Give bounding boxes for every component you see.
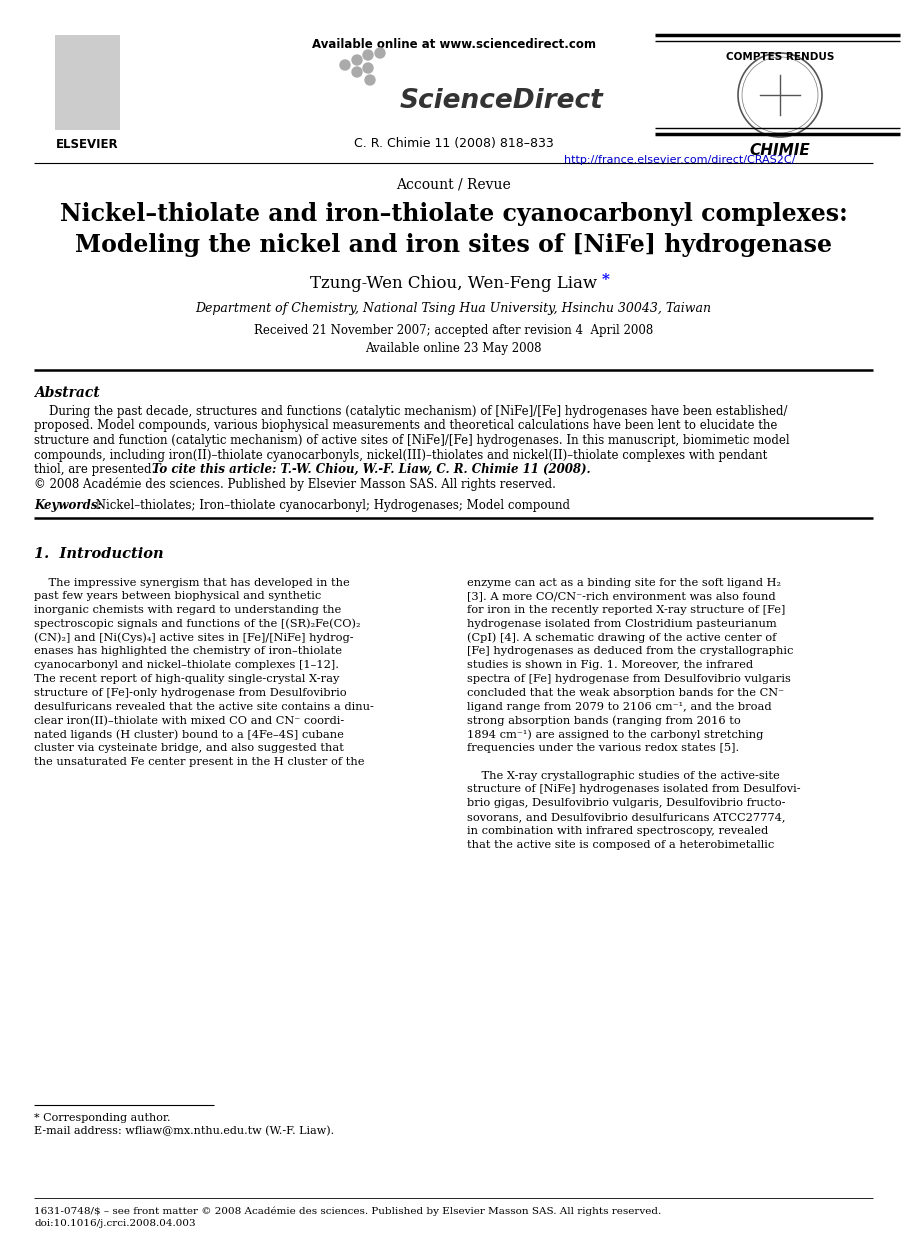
Text: strong absorption bands (ranging from 2016 to: strong absorption bands (ranging from 20… <box>467 716 741 725</box>
Text: 1.  Introduction: 1. Introduction <box>34 547 164 562</box>
Text: past few years between biophysical and synthetic: past few years between biophysical and s… <box>34 592 322 602</box>
Text: Abstract: Abstract <box>34 386 100 400</box>
Text: The recent report of high-quality single-crystal X-ray: The recent report of high-quality single… <box>34 675 340 685</box>
Text: (CpI) [4]. A schematic drawing of the active center of: (CpI) [4]. A schematic drawing of the ac… <box>467 633 776 644</box>
Text: Nickel–thiolate and iron–thiolate cyanocarbonyl complexes:: Nickel–thiolate and iron–thiolate cyanoc… <box>60 202 847 227</box>
Text: The X-ray crystallographic studies of the active-site: The X-ray crystallographic studies of th… <box>467 771 780 781</box>
Text: hydrogenase isolated from Clostridium pasteurianum: hydrogenase isolated from Clostridium pa… <box>467 619 776 629</box>
Bar <box>55 35 120 130</box>
Text: cyanocarbonyl and nickel–thiolate complexes [1–12].: cyanocarbonyl and nickel–thiolate comple… <box>34 660 339 670</box>
Text: Modeling the nickel and iron sites of [NiFe] hydrogenase: Modeling the nickel and iron sites of [N… <box>75 233 832 258</box>
Text: studies is shown in Fig. 1. Moreover, the infrared: studies is shown in Fig. 1. Moreover, th… <box>467 660 753 670</box>
Text: During the past decade, structures and functions (catalytic mechanism) of [NiFe]: During the past decade, structures and f… <box>34 405 788 418</box>
Circle shape <box>365 76 375 85</box>
Text: 1894 cm⁻¹) are assigned to the carbonyl stretching: 1894 cm⁻¹) are assigned to the carbonyl … <box>467 729 764 740</box>
Text: proposed. Model compounds, various biophysical measurements and theoretical calc: proposed. Model compounds, various bioph… <box>34 420 778 432</box>
Circle shape <box>375 48 385 58</box>
Text: cluster via cysteinate bridge, and also suggested that: cluster via cysteinate bridge, and also … <box>34 743 345 753</box>
Text: *: * <box>601 274 610 287</box>
Text: in combination with infrared spectroscopy, revealed: in combination with infrared spectroscop… <box>467 826 768 836</box>
Text: enzyme can act as a binding site for the soft ligand H₂: enzyme can act as a binding site for the… <box>467 577 781 588</box>
Text: Keywords:: Keywords: <box>34 499 102 513</box>
Text: ELSEVIER: ELSEVIER <box>55 137 118 151</box>
Text: 1631-0748/$ – see front matter © 2008 Académie des sciences. Published by Elsevi: 1631-0748/$ – see front matter © 2008 Ac… <box>34 1206 662 1216</box>
Text: Department of Chemistry, National Tsing Hua University, Hsinchu 30043, Taiwan: Department of Chemistry, National Tsing … <box>196 302 711 314</box>
Text: (CN)₂] and [Ni(Cys)₄] active sites in [Fe]/[NiFe] hydrog-: (CN)₂] and [Ni(Cys)₄] active sites in [F… <box>34 633 354 644</box>
Text: frequencies under the various redox states [5].: frequencies under the various redox stat… <box>467 743 739 753</box>
Text: * Corresponding author.: * Corresponding author. <box>34 1113 171 1123</box>
Text: spectroscopic signals and functions of the [(SR)₂Fe(CO)₂: spectroscopic signals and functions of t… <box>34 619 361 629</box>
Text: Account / Revue: Account / Revue <box>396 178 511 192</box>
Circle shape <box>352 67 362 77</box>
Circle shape <box>340 59 350 71</box>
Circle shape <box>352 54 362 66</box>
Text: http://france.elsevier.com/direct/CRAS2C/: http://france.elsevier.com/direct/CRAS2C… <box>564 155 795 165</box>
Text: structure of [NiFe] hydrogenases isolated from Desulfovi-: structure of [NiFe] hydrogenases isolate… <box>467 785 801 795</box>
Text: To cite this article: T.-W. Chiou, W.-F. Liaw, C. R. Chimie 11 (2008).: To cite this article: T.-W. Chiou, W.-F.… <box>152 463 591 475</box>
Text: © 2008 Académie des sciences. Published by Elsevier Masson SAS. All rights reser: © 2008 Académie des sciences. Published … <box>34 478 556 491</box>
Text: E-mail address: wfliaw@mx.nthu.edu.tw (W.-F. Liaw).: E-mail address: wfliaw@mx.nthu.edu.tw (W… <box>34 1127 335 1136</box>
Text: nated ligands (H cluster) bound to a [4Fe–4S] cubane: nated ligands (H cluster) bound to a [4F… <box>34 729 345 740</box>
Text: the unsaturated Fe center present in the H cluster of the: the unsaturated Fe center present in the… <box>34 756 365 766</box>
Text: sovorans, and Desulfovibrio desulfuricans ATCC27774,: sovorans, and Desulfovibrio desulfurican… <box>467 812 785 822</box>
Text: CHIMIE: CHIMIE <box>749 144 810 158</box>
Text: thiol, are presented.: thiol, are presented. <box>34 463 160 475</box>
Text: structure of [Fe]-only hydrogenase from Desulfovibrio: structure of [Fe]-only hydrogenase from … <box>34 688 347 698</box>
Text: ScienceDirect: ScienceDirect <box>400 88 604 114</box>
Text: clear iron(II)–thiolate with mixed CO and CN⁻ coordi-: clear iron(II)–thiolate with mixed CO an… <box>34 716 345 725</box>
Text: C. R. Chimie 11 (2008) 818–833: C. R. Chimie 11 (2008) 818–833 <box>354 137 553 150</box>
Text: COMPTES RENDUS: COMPTES RENDUS <box>726 52 834 62</box>
Text: enases has highlighted the chemistry of iron–thiolate: enases has highlighted the chemistry of … <box>34 646 343 656</box>
Circle shape <box>363 63 373 73</box>
Text: ligand range from 2079 to 2106 cm⁻¹, and the broad: ligand range from 2079 to 2106 cm⁻¹, and… <box>467 702 772 712</box>
Text: The impressive synergism that has developed in the: The impressive synergism that has develo… <box>34 577 350 588</box>
Text: Tzung-Wen Chiou, Wen-Feng Liaw: Tzung-Wen Chiou, Wen-Feng Liaw <box>310 275 597 292</box>
Text: structure and function (catalytic mechanism) of active sites of [NiFe]/[Fe] hydr: structure and function (catalytic mechan… <box>34 435 790 447</box>
Text: inorganic chemists with regard to understanding the: inorganic chemists with regard to unders… <box>34 605 342 615</box>
Text: concluded that the weak absorption bands for the CN⁻: concluded that the weak absorption bands… <box>467 688 784 698</box>
Text: desulfuricans revealed that the active site contains a dinu-: desulfuricans revealed that the active s… <box>34 702 375 712</box>
Text: Received 21 November 2007; accepted after revision 4  April 2008: Received 21 November 2007; accepted afte… <box>254 324 653 337</box>
Circle shape <box>363 50 373 59</box>
Text: brio gigas, Desulfovibrio vulgaris, Desulfovibrio fructo-: brio gigas, Desulfovibrio vulgaris, Desu… <box>467 799 785 808</box>
Text: compounds, including iron(II)–thiolate cyanocarbonyls, nickel(III)–thiolates and: compounds, including iron(II)–thiolate c… <box>34 448 767 462</box>
Text: Available online 23 May 2008: Available online 23 May 2008 <box>366 342 541 355</box>
Text: doi:10.1016/j.crci.2008.04.003: doi:10.1016/j.crci.2008.04.003 <box>34 1219 196 1228</box>
Text: [3]. A more CO/CN⁻-rich environment was also found: [3]. A more CO/CN⁻-rich environment was … <box>467 592 775 602</box>
Text: spectra of [Fe] hydrogenase from Desulfovibrio vulgaris: spectra of [Fe] hydrogenase from Desulfo… <box>467 675 791 685</box>
Text: that the active site is composed of a heterobimetallic: that the active site is composed of a he… <box>467 839 775 849</box>
Text: for iron in the recently reported X-ray structure of [Fe]: for iron in the recently reported X-ray … <box>467 605 785 615</box>
Text: [Fe] hydrogenases as deduced from the crystallographic: [Fe] hydrogenases as deduced from the cr… <box>467 646 794 656</box>
Text: Nickel–thiolates; Iron–thiolate cyanocarbonyl; Hydrogenases; Model compound: Nickel–thiolates; Iron–thiolate cyanocar… <box>93 499 571 513</box>
Text: Available online at www.sciencedirect.com: Available online at www.sciencedirect.co… <box>311 38 596 51</box>
